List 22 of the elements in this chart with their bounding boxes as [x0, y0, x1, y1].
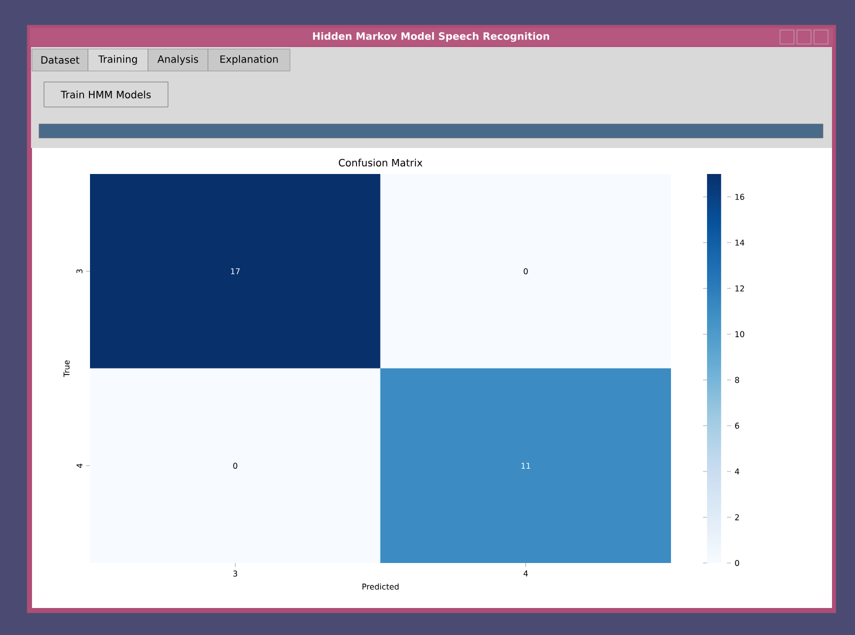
text: Analysis	[157, 55, 198, 65]
color-bar-label: 14	[735, 240, 744, 246]
data-label: 11	[522, 462, 530, 469]
data-label: 17	[231, 268, 240, 274]
x-axis-title: Predicted	[362, 583, 399, 590]
text: Training	[98, 55, 137, 65]
data-label: 0	[233, 462, 238, 469]
color-bar-label: 0	[735, 560, 740, 566]
text: Train HMM Models	[60, 90, 151, 98]
color-bar-label: 4	[734, 468, 740, 474]
color-bar-label: 12	[735, 285, 744, 292]
color-bar-label: 2	[735, 514, 739, 520]
text: Dataset	[41, 56, 80, 64]
data-label: 0	[524, 268, 528, 274]
chart-title: Confusion Matrix	[338, 158, 422, 166]
color-bar-label: 16	[735, 194, 744, 200]
color-bar-label: 10	[735, 331, 744, 338]
text: Explanation	[220, 55, 278, 65]
color-bar-label: 6	[735, 422, 740, 429]
text: Hidden Markov Model Speech Recognition	[313, 32, 550, 42]
color-bar-label: 8	[735, 376, 740, 383]
y-axis-title: True	[64, 360, 70, 378]
